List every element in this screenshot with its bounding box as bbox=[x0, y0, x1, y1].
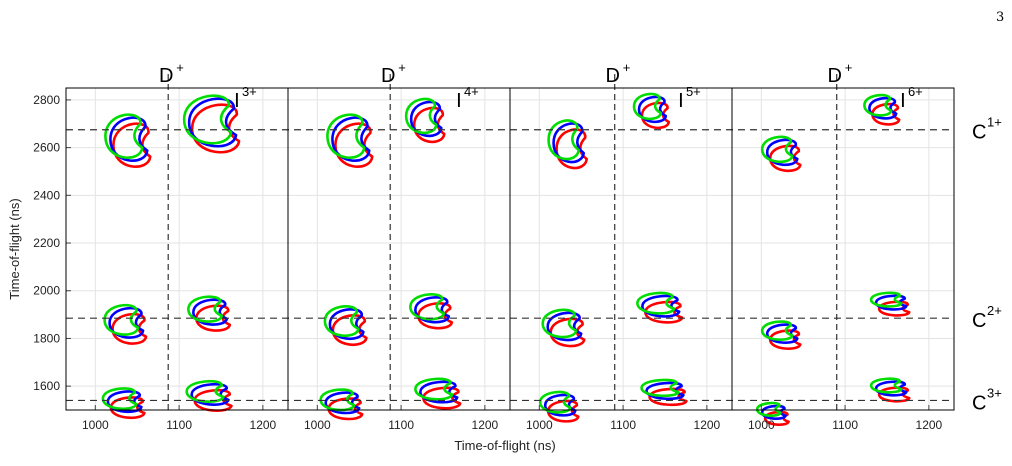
contour-outline bbox=[863, 93, 893, 117]
ion-label-charge: 5+ bbox=[686, 84, 701, 99]
d-label-charge: + bbox=[398, 60, 406, 75]
y-tick-label: 1800 bbox=[33, 331, 60, 345]
x-tick-label: 1000 bbox=[82, 418, 109, 432]
c-label-charge: 3+ bbox=[987, 385, 1002, 400]
contour-outline bbox=[869, 291, 903, 308]
contour-outline bbox=[108, 306, 145, 339]
contour-outline bbox=[637, 95, 668, 124]
c-label: C bbox=[972, 310, 986, 332]
x-tick-label: 1000 bbox=[748, 418, 775, 432]
c-label-charge: 2+ bbox=[987, 303, 1002, 318]
contour-outline bbox=[538, 390, 572, 414]
y-axis-title: Time-of-flight (ns) bbox=[7, 198, 22, 299]
contour-outline bbox=[755, 401, 782, 417]
contour-outline bbox=[414, 377, 454, 401]
ion-label: I bbox=[234, 90, 240, 112]
plot-frame bbox=[65, 87, 955, 411]
contour-outline bbox=[760, 320, 794, 341]
y-tick-label: 1600 bbox=[33, 379, 60, 393]
x-axis-title: Time-of-flight (ns) bbox=[454, 438, 555, 453]
x-tick-label: 1200 bbox=[250, 418, 277, 432]
text-layer: 1600 1800 2000 2200 2400 2600 2800 1000 1100 1200… bbox=[7, 60, 1002, 453]
contour-outline bbox=[187, 97, 238, 148]
contour-outline bbox=[328, 308, 365, 340]
y-tick-label: 2200 bbox=[33, 236, 60, 250]
x-tick-label: 1200 bbox=[472, 418, 499, 432]
x-tick-label: 1100 bbox=[388, 418, 414, 432]
x-tick-label: 1200 bbox=[694, 418, 721, 432]
x-tick-label: 1200 bbox=[916, 418, 943, 432]
contour-outline bbox=[552, 122, 586, 164]
contour-outline bbox=[419, 380, 459, 404]
contour-outline bbox=[182, 94, 233, 145]
ion-label-charge: 3+ bbox=[242, 84, 257, 99]
contour-outline bbox=[417, 302, 454, 330]
contour-outline bbox=[109, 396, 146, 420]
ion-label: I bbox=[456, 90, 462, 112]
contour-outline bbox=[190, 382, 230, 406]
contour-outline bbox=[409, 100, 443, 138]
contour-outline bbox=[765, 138, 799, 167]
c-label: C bbox=[972, 122, 986, 144]
contour-outline bbox=[632, 92, 663, 121]
contour-outline bbox=[422, 386, 462, 410]
contour-outline bbox=[546, 311, 583, 342]
ion-label-charge: 6+ bbox=[908, 84, 923, 99]
x-tick-label: 1000 bbox=[304, 418, 331, 432]
grid-layer bbox=[66, 88, 954, 410]
contour-outline bbox=[644, 300, 684, 324]
contour-outline bbox=[327, 397, 364, 421]
contour-outline bbox=[324, 391, 361, 415]
contour-outline bbox=[547, 119, 581, 161]
marks-layer bbox=[66, 74, 954, 426]
contour-outline bbox=[636, 291, 676, 315]
c-label: C bbox=[972, 392, 986, 414]
ion-label: I bbox=[900, 90, 906, 112]
contour-outline bbox=[187, 295, 224, 323]
contour-outline bbox=[106, 390, 143, 414]
y-tick-label: 2600 bbox=[33, 141, 60, 155]
ion-label: I bbox=[678, 90, 684, 112]
d-label: D bbox=[827, 65, 841, 87]
x-tick-label: 1100 bbox=[832, 418, 858, 432]
d-label-charge: + bbox=[623, 60, 631, 75]
d-label: D bbox=[381, 65, 395, 87]
x-tick-label: 1000 bbox=[526, 418, 553, 432]
contour-outline bbox=[104, 113, 144, 159]
y-tick-label: 2800 bbox=[33, 93, 60, 107]
d-label-charge: + bbox=[845, 60, 853, 75]
frame-layer bbox=[65, 87, 955, 411]
contour-outline bbox=[414, 296, 451, 324]
contour-outline bbox=[640, 378, 680, 398]
contour-outline bbox=[323, 305, 360, 337]
page-number: 3 bbox=[996, 10, 1005, 25]
contour-outline bbox=[185, 379, 225, 403]
contour-outline bbox=[541, 308, 578, 339]
contour-outline bbox=[326, 113, 366, 159]
contour-outline bbox=[109, 116, 149, 162]
contour-outline bbox=[760, 135, 794, 164]
y-tick-label: 2000 bbox=[33, 284, 60, 298]
contour-outline bbox=[192, 298, 229, 326]
y-tick-label: 2400 bbox=[33, 188, 60, 202]
contour-outline bbox=[641, 294, 681, 318]
d-label: D bbox=[159, 65, 173, 87]
contour-outline bbox=[331, 116, 371, 162]
d-label-charge: + bbox=[176, 60, 184, 75]
c-label-charge: 1+ bbox=[987, 115, 1002, 130]
contour-outline bbox=[868, 96, 898, 120]
x-tick-label: 1100 bbox=[166, 418, 192, 432]
ion-label-charge: 4+ bbox=[464, 84, 479, 99]
contour-outline bbox=[869, 377, 903, 394]
contour-outline bbox=[103, 303, 140, 336]
contour-outline bbox=[543, 393, 577, 417]
contour-outline bbox=[101, 387, 138, 411]
contour-outline bbox=[404, 97, 438, 135]
contour-outline bbox=[409, 293, 446, 321]
d-label: D bbox=[605, 65, 619, 87]
x-tick-label: 1100 bbox=[610, 418, 636, 432]
